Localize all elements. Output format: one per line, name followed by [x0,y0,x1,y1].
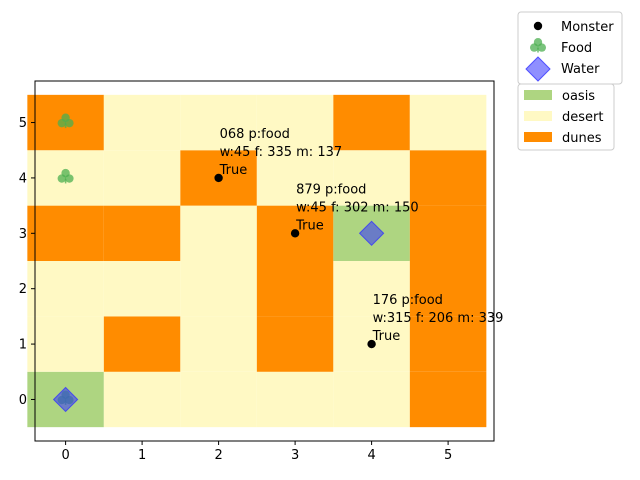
monster-marker [290,229,300,238]
food-marker-leaf [57,174,66,183]
water-marker [52,386,79,413]
monster-annotation-line: 879 p:food [296,182,366,197]
cell-desert [256,371,334,428]
legend-terrain-swatch [524,90,552,100]
food-marker-stem [64,178,67,184]
cell-dunes [103,205,181,261]
cell-desert [27,261,104,317]
y-tick-label: 5 [19,116,27,131]
cell-desert [180,316,257,372]
cell-dunes [409,150,487,206]
legend-food-icon-stem [537,48,539,53]
water-markers [52,220,385,413]
monster-annotation-line: True [219,163,248,178]
monster-annotations: 068 p:food w:45 f: 335 m: 137 True 879 p:fo… [219,127,504,344]
cell-desert [256,94,334,151]
cell-desert [180,205,257,261]
legend-label: dunes [562,131,602,146]
legend-terrain-swatch [524,111,552,121]
cell-dunes [409,316,487,372]
legend-label: Water [561,62,600,77]
cell-desert [180,371,257,428]
legend-label: desert [562,110,603,125]
food-marker [57,113,74,129]
cell-desert [180,94,257,151]
y-tick-label: 3 [19,227,27,242]
x-tick-label: 3 [291,448,299,463]
cell-desert [180,261,257,317]
x-tick-label: 4 [367,448,375,463]
legend-water-icon [525,56,551,82]
monster-annotation-line: w:315 f: 206 m: 339 [373,311,504,326]
x-tick-label: 5 [444,448,452,463]
cell-dunes [256,261,334,317]
x-tick-label: 1 [138,448,146,463]
food-marker [57,168,74,184]
legend-label: Food [561,41,592,56]
monster-annotation-line: w:45 f: 302 m: 150 [296,200,419,215]
legend-terrain-swatch [524,132,552,142]
axis-ticks: 0 1 2 3 4 5 0 1 2 3 4 5 [19,116,453,463]
cell-desert [27,316,104,372]
legend-monster-icon [533,21,543,31]
cell-desert [333,261,410,317]
y-tick-label: 1 [19,338,27,353]
legend-label: Monster [561,20,614,35]
x-tick-label: 2 [214,448,222,463]
food-marker-stem [64,123,67,129]
x-tick-label: 0 [61,448,69,463]
y-tick-label: 2 [19,282,27,297]
legend-markers: Monster Food Water [517,11,623,85]
cell-desert [256,150,334,206]
cell-desert [333,371,410,428]
cell-desert [409,94,487,151]
cell-desert [103,261,181,317]
cell-dunes [409,261,487,317]
monster-marker [214,173,223,183]
cell-dunes [27,205,104,261]
legend-food-icon-leaf [530,43,539,52]
legend-terrain: oasis desert dunes [517,83,615,151]
cell-dunes [103,316,181,372]
legend-food-icon [530,38,546,53]
monster-markers [214,173,376,349]
terrain-cells [27,94,487,428]
cell-desert [103,371,181,428]
y-tick-label: 0 [19,393,27,408]
cell-desert [103,94,181,151]
food-marker-leaf [65,174,74,183]
cell-desert [333,150,410,206]
water-marker [358,220,385,247]
legend-food-icon-leaf [537,43,546,52]
cell-desert [103,150,181,206]
monster-annotation-line: True [295,218,324,233]
cell-dunes [409,205,487,261]
food-marker-leaf [65,118,74,128]
monster-annotation-line: True [372,329,401,344]
monster-annotation-line: 068 p:food [220,127,290,142]
cell-dunes [333,94,410,151]
cell-dunes [409,371,487,428]
food-marker-leaf [57,118,66,128]
y-tick-label: 4 [19,171,27,186]
monster-annotation-line: 176 p:food [373,293,443,308]
monster-marker [367,339,376,349]
monster-annotation-line: w:45 f: 335 m: 137 [220,145,343,160]
cell-dunes [256,316,334,372]
axes-frame [34,80,495,442]
legend-label: oasis [562,89,595,104]
